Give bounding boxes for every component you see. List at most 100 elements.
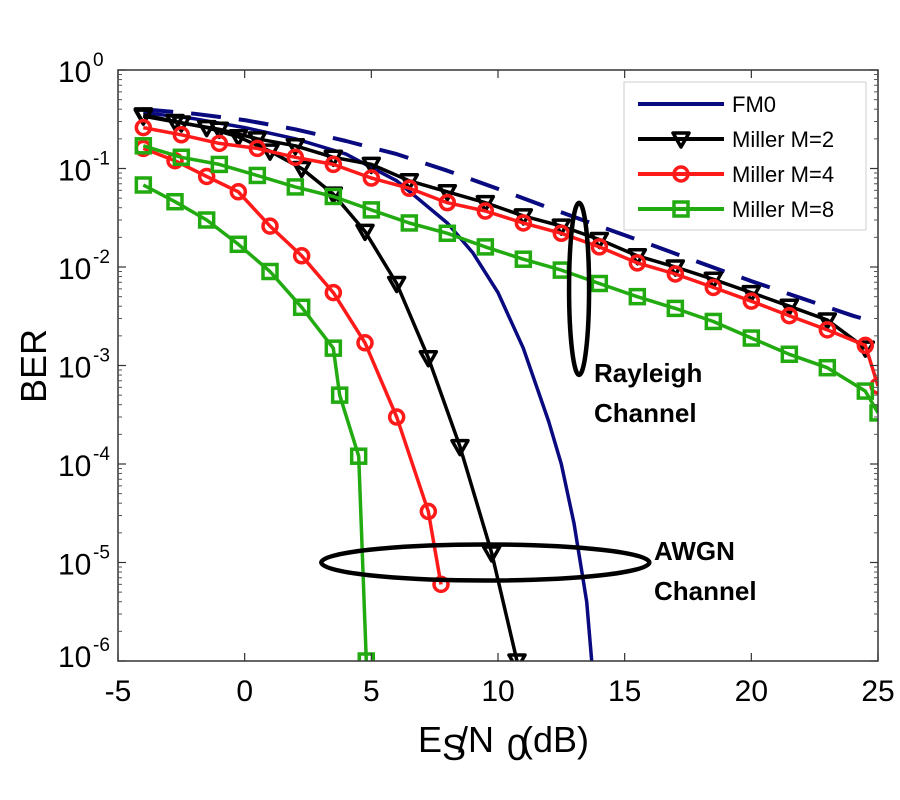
y-tick-label-exponent: -5 [93, 543, 110, 564]
y-tick-label-exponent: -1 [93, 149, 110, 170]
data-point [552, 224, 571, 243]
legend-marker [671, 131, 691, 149]
data-point [261, 217, 279, 235]
legend-label: Miller M=4 [732, 162, 834, 187]
data-point [432, 575, 450, 594]
data-point [229, 183, 248, 201]
data-point [514, 214, 533, 232]
legend-marker [672, 200, 690, 218]
series-miller-m-8-awgn [134, 176, 376, 661]
x-axis-title-sub-s: S [442, 727, 466, 768]
series-miller-m-4-rayleigh [134, 118, 878, 395]
y-tick-label: 10 -6 [58, 635, 110, 674]
legend-item: Miller M=8 [638, 197, 834, 222]
y-tick-label-exponent: -3 [93, 346, 110, 367]
data-point [476, 202, 495, 220]
data-point [780, 345, 799, 364]
data-point [197, 211, 216, 229]
legend-item: Miller M=2 [638, 127, 834, 152]
data-point [704, 278, 723, 297]
awgn-annotation-line: AWGN [654, 536, 735, 566]
data-point [285, 138, 306, 156]
data-point [779, 298, 800, 316]
legend-marker [672, 165, 690, 183]
data-point [324, 187, 343, 206]
data-point [133, 108, 154, 126]
data-point [330, 386, 349, 404]
data-point [172, 148, 191, 167]
data-point [355, 223, 375, 242]
data-point [171, 115, 192, 133]
data-point [438, 193, 457, 212]
data-point [248, 166, 267, 185]
data-point [628, 254, 647, 272]
y-tick-label-base: 10 [58, 352, 91, 385]
legend-item: FM0 [638, 92, 776, 117]
data-point [418, 349, 439, 368]
data-point [209, 121, 230, 140]
data-point [292, 298, 311, 317]
y-tick-label-exponent: -4 [93, 444, 110, 465]
data-point [134, 137, 153, 155]
x-axis-title: E S /N 0 (dB) [418, 719, 589, 768]
rayleigh-ellipse [566, 200, 592, 378]
rayleigh-annotation-line: Channel [594, 398, 697, 428]
y-tick-label-exponent: 0 [93, 50, 104, 71]
x-axis-title-n: /N [458, 719, 494, 760]
data-point [324, 283, 343, 302]
y-tick-label-exponent: -6 [93, 635, 110, 656]
data-point [419, 502, 438, 521]
rayleigh-annotation-line: Rayleigh [594, 358, 702, 388]
data-point [818, 358, 837, 377]
y-tick-label-base: 10 [58, 56, 91, 89]
data-point [286, 178, 305, 196]
awgn-ellipse [319, 542, 652, 583]
series-layer [133, 107, 878, 661]
data-point [386, 275, 407, 294]
data-point [437, 184, 458, 202]
data-point [856, 336, 875, 355]
y-tick-label-base: 10 [58, 253, 91, 286]
data-point [400, 214, 419, 232]
y-tick-label: 10 -1 [58, 149, 110, 188]
data-point [349, 447, 368, 465]
x-tick-label: 15 [608, 675, 641, 708]
data-point [818, 321, 837, 339]
data-point [172, 126, 191, 144]
data-point [247, 131, 268, 149]
y-tick-label-exponent: -2 [93, 247, 110, 268]
y-tick-label-base: 10 [58, 641, 91, 674]
data-point [361, 156, 382, 175]
legend-item: Miller M=4 [638, 162, 834, 187]
data-point [357, 652, 376, 661]
data-point [134, 118, 153, 137]
data-point [856, 382, 875, 400]
data-point [356, 334, 374, 352]
data-point [507, 653, 527, 661]
data-point [400, 179, 419, 198]
data-point [817, 312, 838, 330]
x-tick-label: 0 [236, 675, 253, 708]
data-point [742, 329, 761, 347]
data-point [666, 299, 685, 318]
series-line [142, 146, 443, 585]
data-point [166, 192, 184, 211]
data-point [210, 155, 229, 174]
data-point [210, 134, 229, 153]
annotation-layer: Rayleigh Channel AWGN Channel [319, 200, 757, 606]
data-point [362, 201, 381, 219]
x-tick-labels: -5 0 5 10 15 20 25 [105, 675, 895, 708]
data-point [666, 265, 685, 283]
x-tick-label: 5 [363, 675, 380, 708]
data-point [450, 438, 470, 457]
data-point [324, 339, 343, 357]
x-axis-title-sub-0: 0 [507, 727, 527, 768]
data-point [742, 292, 761, 310]
series-fm0-rayleigh [143, 107, 878, 325]
data-point [229, 235, 248, 254]
legend-label: FM0 [732, 92, 776, 117]
x-axis-title-unit: (dB) [521, 719, 589, 760]
y-axis-title: BER [13, 329, 54, 403]
